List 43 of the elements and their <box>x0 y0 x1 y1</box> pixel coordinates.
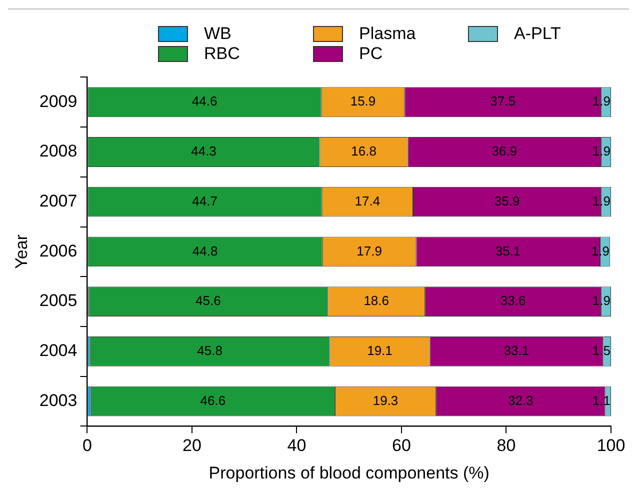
data-label: 17.4 <box>354 193 380 208</box>
x-tick-label: 60 <box>392 436 411 456</box>
y-axis-title: Year <box>12 234 31 269</box>
data-label: 44.7 <box>192 193 218 208</box>
x-tick-label: 80 <box>496 436 516 456</box>
data-label: 17.9 <box>356 243 382 258</box>
data-label: 19.1 <box>367 342 392 358</box>
data-label: 35.1 <box>495 243 521 258</box>
x-tick-label: 100 <box>596 436 626 456</box>
y-tick-label: 2004 <box>39 341 78 360</box>
data-label: 32.3 <box>508 392 534 408</box>
data-label: 44.6 <box>192 94 218 109</box>
y-tick-label: 2006 <box>39 241 78 260</box>
y-tick-label: 2005 <box>39 291 78 310</box>
legend-label: PC <box>359 44 383 64</box>
data-label: 46.6 <box>200 392 226 408</box>
data-label: 36.9 <box>492 144 518 159</box>
data-label: 45.8 <box>197 342 222 358</box>
data-label: 44.8 <box>192 243 218 258</box>
data-label: 45.6 <box>196 293 221 308</box>
y-tick-label: 2007 <box>39 192 78 211</box>
legend-label: A-PLT <box>514 24 561 44</box>
data-label: 16.8 <box>351 144 376 159</box>
data-label: 1.9 <box>591 243 610 258</box>
data-label: 33.6 <box>500 293 526 308</box>
data-label: 1.9 <box>592 144 610 159</box>
data-label: 35.9 <box>494 193 520 208</box>
legend-label: WB <box>204 24 232 44</box>
x-tick-label: 40 <box>287 436 306 456</box>
y-tick-label: 2009 <box>39 92 78 111</box>
legend-label: RBC <box>204 44 240 64</box>
x-tick-label: 20 <box>182 436 202 456</box>
data-label: 44.3 <box>191 144 216 159</box>
data-label: 15.9 <box>350 94 376 109</box>
legend-label: Plasma <box>359 24 416 44</box>
data-label: 37.5 <box>490 94 516 109</box>
x-tick-label: 0 <box>82 436 92 456</box>
data-label: 18.6 <box>364 293 389 308</box>
x-axis-title: Proportions of blood components (%) <box>208 463 490 482</box>
data-label: 19.3 <box>372 392 398 408</box>
y-tick-label: 2003 <box>39 390 78 410</box>
data-label: 33.1 <box>504 342 530 358</box>
y-tick-label: 2008 <box>39 142 78 161</box>
